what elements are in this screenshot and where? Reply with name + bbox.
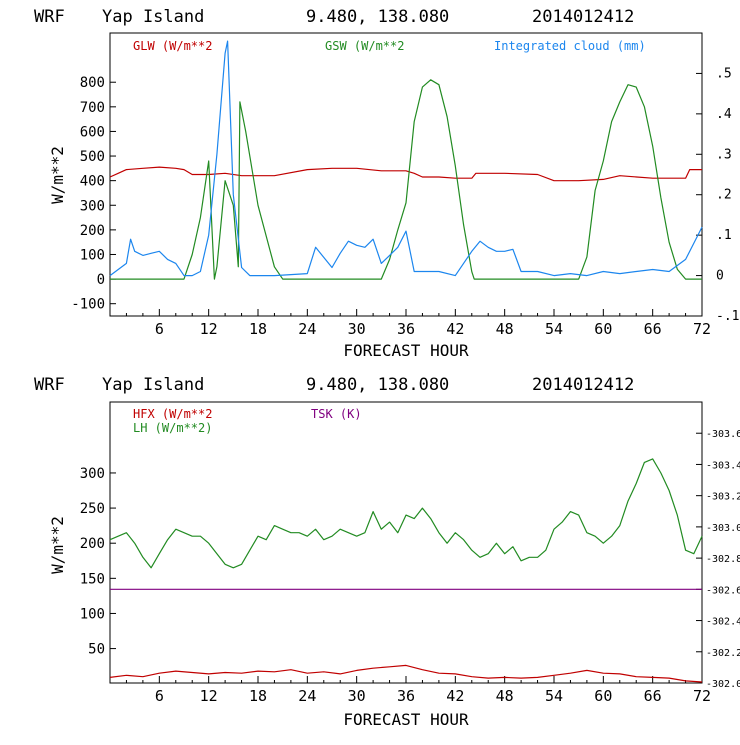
panel2-coords-label: 9.480, 138.080	[306, 375, 449, 395]
x-tick-label: 42	[446, 320, 464, 338]
y-tick-label: 100	[80, 606, 105, 622]
x-tick-label: 48	[496, 320, 514, 338]
series-line-glw	[109, 166, 702, 182]
panel2-series	[109, 458, 703, 683]
y2-tick-label: -303.2	[706, 492, 740, 503]
panel-fluxes: WRF Yap Island 9.480, 138.080 2014012412…	[34, 375, 740, 729]
x-tick-label: 36	[397, 687, 415, 705]
y-tick-label: 250	[80, 501, 105, 517]
y2-tick-label: -303.4	[706, 460, 740, 471]
y2-tick-label: -303.0	[706, 523, 740, 534]
panel1-legend-gsw: GSW (W/m**2	[325, 39, 404, 53]
y2-tick-label: .2	[716, 188, 732, 203]
x-tick-label: 18	[249, 687, 267, 705]
x-tick-label: 48	[496, 687, 514, 705]
panel1-legend-cloud: Integrated cloud (mm)	[494, 39, 646, 53]
panel1-x-axis-label: FORECAST HOUR	[343, 341, 469, 360]
y-tick-label: 700	[80, 100, 105, 116]
x-tick-label: 12	[200, 320, 218, 338]
panel2-legend-tsk: TSK (K)	[311, 407, 362, 421]
y-tick-label: 500	[80, 149, 105, 165]
y-tick-label: 0	[97, 272, 105, 288]
panel1-series	[109, 40, 703, 280]
x-tick-label: 60	[594, 687, 612, 705]
panel2-plot-frame	[109, 401, 703, 684]
y2-tick-label: -302.2	[706, 648, 740, 659]
y2-tick-label: .3	[716, 147, 732, 162]
y-tick-label: 150	[80, 571, 105, 587]
x-tick-label: 24	[298, 320, 316, 338]
panel2-legend-hfx: HFX (W/m**2	[133, 407, 212, 421]
y-tick-label: 600	[80, 124, 105, 140]
y-tick-label: 800	[80, 75, 105, 91]
y-tick-label: 100	[80, 247, 105, 263]
series-line-gsw	[110, 79, 702, 280]
y2-tick-label: -302.6	[706, 585, 740, 596]
series-line-lh	[109, 458, 703, 569]
series-line-integrated	[109, 40, 703, 277]
x-tick-label: 60	[594, 320, 612, 338]
y2-tick-label: -302.0	[706, 679, 740, 690]
panel2-y-axis-label: W/m**2	[48, 516, 67, 574]
panel2-station-label: Yap Island	[102, 375, 204, 395]
x-tick-label: 30	[348, 687, 366, 705]
x-tick-label: 6	[155, 320, 164, 338]
y-tick-label: -100	[71, 297, 105, 313]
x-tick-label: 72	[693, 687, 711, 705]
x-tick-label: 42	[446, 687, 464, 705]
panel1-y-axis-label: W/m**2	[48, 146, 67, 204]
y2-tick-label: .1	[716, 228, 732, 243]
x-tick-label: 12	[200, 687, 218, 705]
y2-tick-label: -303.6	[706, 429, 740, 440]
x-tick-label: 66	[644, 687, 662, 705]
panel1-run-label: 2014012412	[532, 7, 634, 27]
y-tick-label: 200	[80, 223, 105, 239]
y-tick-label: 50	[88, 642, 105, 658]
x-tick-label: 30	[348, 320, 366, 338]
y-tick-label: 300	[80, 466, 105, 482]
x-tick-label: 24	[298, 687, 316, 705]
y-tick-label: 200	[80, 536, 105, 552]
y2-tick-label: .5	[716, 66, 732, 81]
x-tick-label: 54	[545, 320, 563, 338]
y-tick-label: 300	[80, 198, 105, 214]
x-tick-label: 54	[545, 687, 563, 705]
panel1-legend-glw: GLW (W/m**2	[133, 39, 212, 53]
y2-tick-label: .4	[716, 107, 732, 122]
panel1-model-label: WRF	[34, 7, 65, 27]
panel1-station-label: Yap Island	[102, 7, 204, 27]
series-line-hfx	[109, 664, 703, 683]
panel2-axes: 6 12 18 24 30 36 42 48 54 60 66 72 300 250 200 150 100 50…	[80, 429, 740, 705]
panel-radiation: WRF Yap Island 9.480, 138.080 2014012412…	[34, 7, 739, 360]
x-tick-label: 6	[155, 687, 164, 705]
x-tick-label: 18	[249, 320, 267, 338]
y2-tick-label: -302.8	[706, 554, 740, 565]
x-tick-label: 66	[644, 320, 662, 338]
x-tick-label: 72	[693, 320, 711, 338]
x-tick-label: 36	[397, 320, 415, 338]
panel1-axes: 6 12 18 24 30 36 42 48 54 60 66 72 800 700 600 500 400 30…	[71, 66, 739, 338]
panel1-coords-label: 9.480, 138.080	[306, 7, 449, 27]
panel2-model-label: WRF	[34, 375, 65, 395]
y2-tick-label: 0	[716, 269, 724, 284]
y2-tick-label: -302.4	[706, 617, 740, 628]
y2-tick-label: -.1	[716, 309, 739, 324]
y-tick-label: 400	[80, 174, 105, 190]
panel2-legend-lh: LH (W/m**2)	[133, 421, 212, 435]
panel2-run-label: 2014012412	[532, 375, 634, 395]
panel2-x-axis-label: FORECAST HOUR	[343, 710, 469, 729]
